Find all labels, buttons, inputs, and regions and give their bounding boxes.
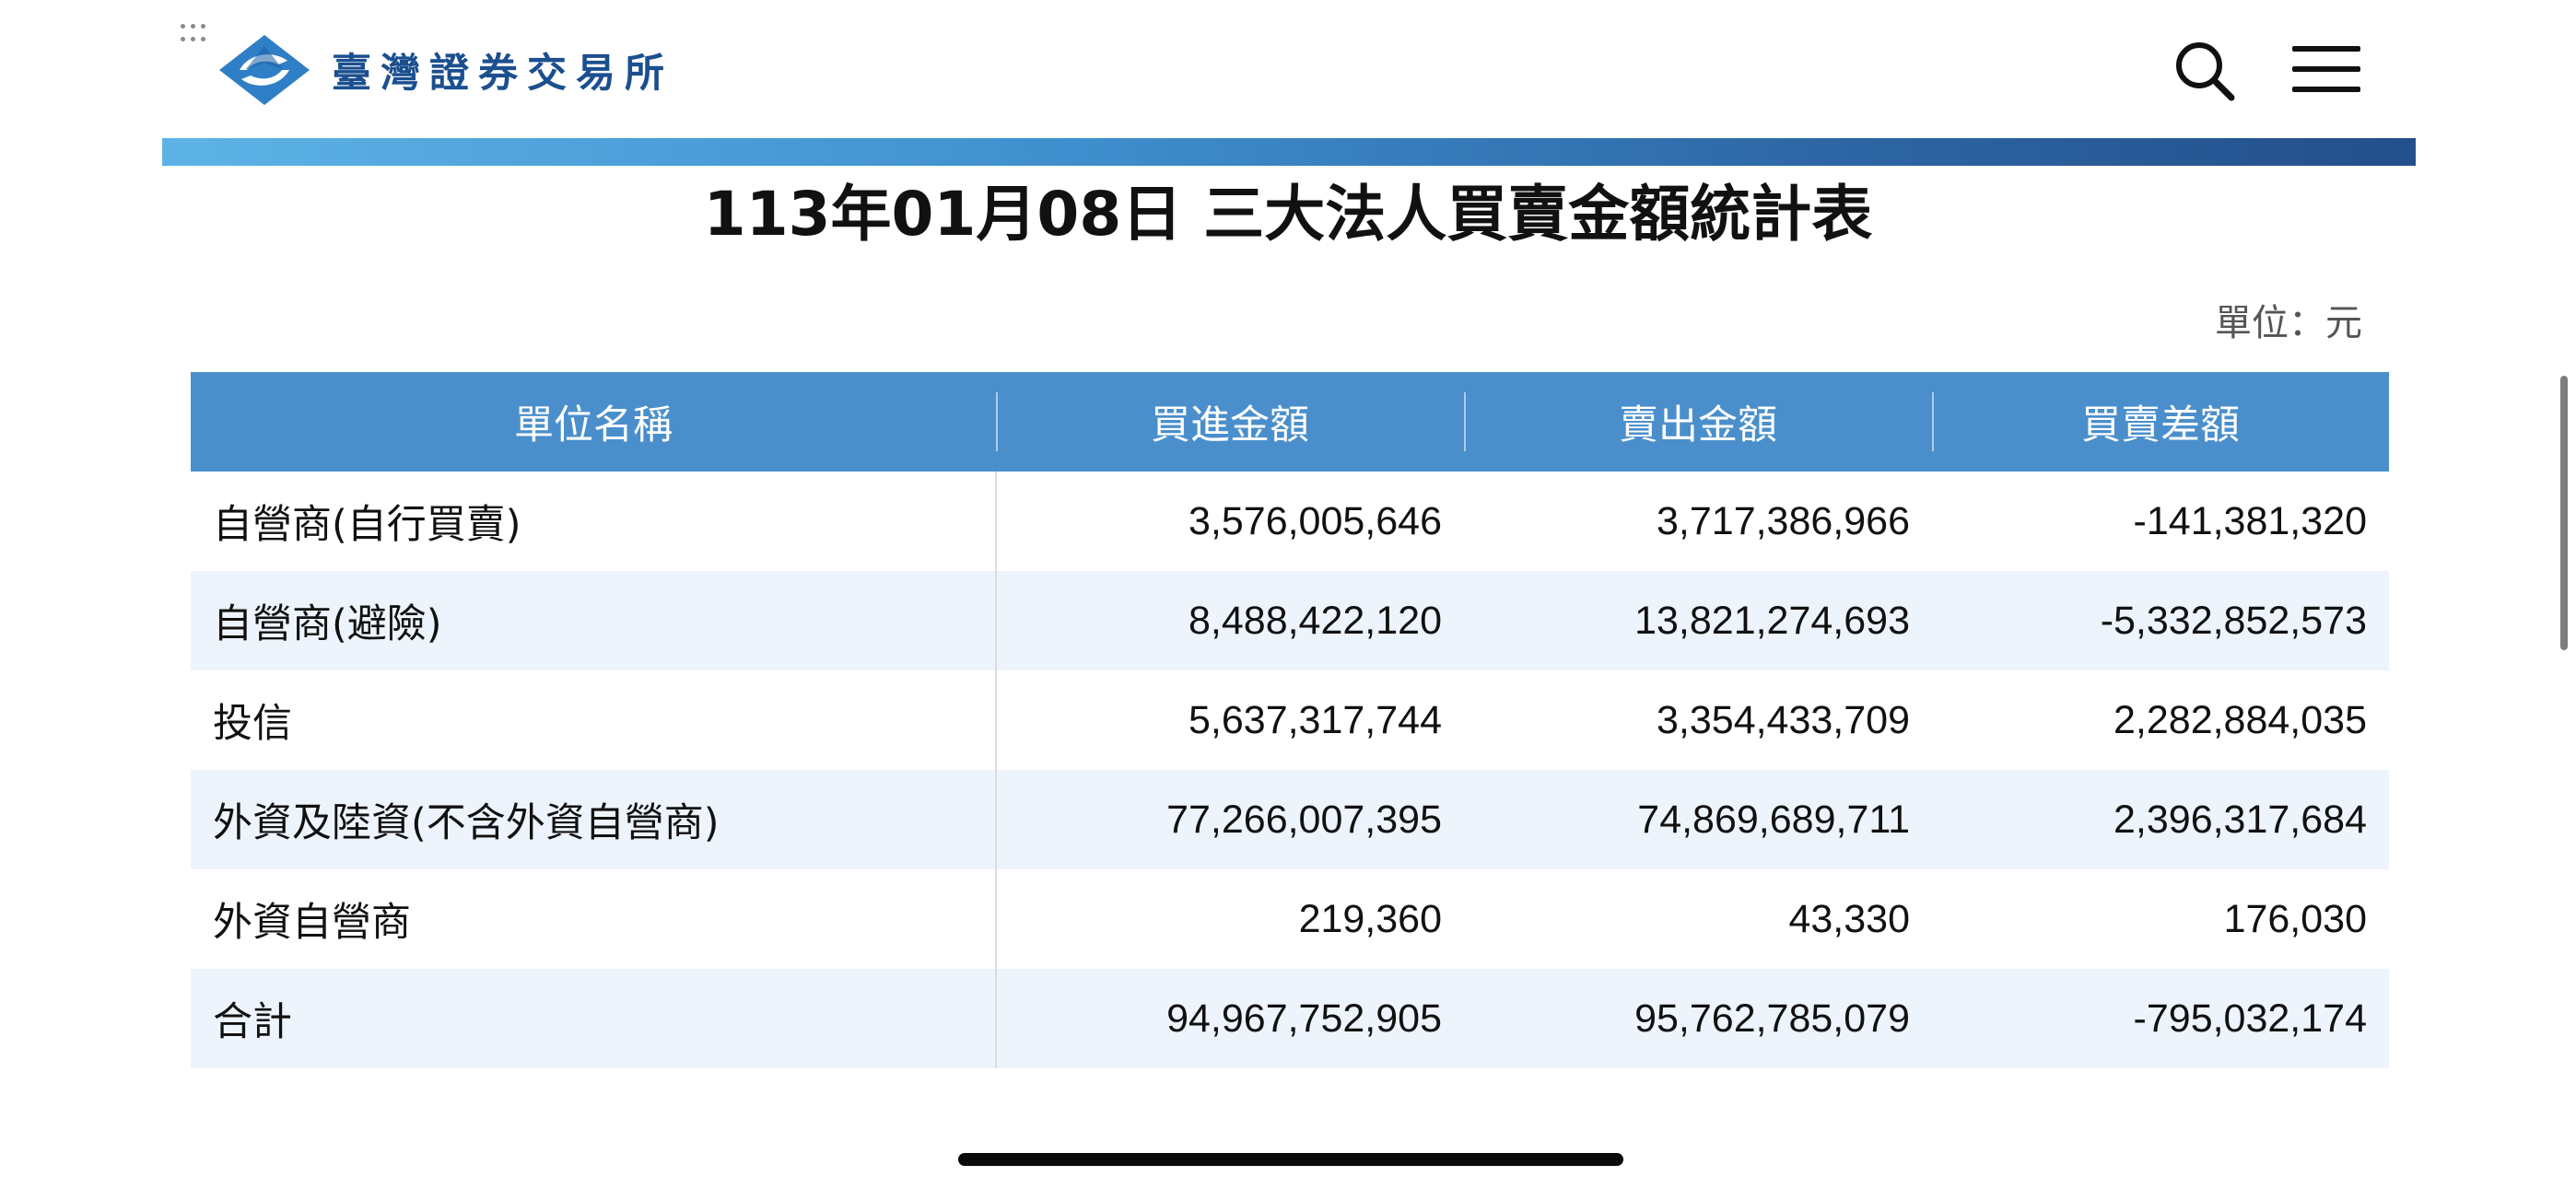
- column-header-sell: 賣出金額: [1464, 372, 1932, 472]
- row-buy-amount: 3,576,005,646: [1188, 498, 1442, 543]
- row-sell-amount: 43,330: [1788, 896, 1910, 941]
- row-buy-amount: 219,360: [1298, 896, 1442, 941]
- header-band: [162, 138, 2416, 166]
- row-diff-amount: -141,381,320: [2133, 498, 2367, 543]
- hamburger-menu-icon: [2292, 66, 2360, 72]
- row-buy-amount: 77,266,007,395: [1166, 797, 1442, 842]
- logo-text: 臺灣證券交易所: [332, 51, 673, 97]
- hamburger-menu-icon: [2292, 87, 2360, 92]
- column-header-name: 單位名稱: [514, 402, 673, 448]
- row-sell-amount: 95,762,785,079: [1634, 996, 1910, 1041]
- search-button[interactable]: [2172, 39, 2237, 103]
- site-logo[interactable]: 臺灣證券交易所: [217, 33, 673, 107]
- table-row: 自營商(自行買賣) 3,576,005,646 3,717,386,966 -1…: [191, 472, 2389, 571]
- row-buy-amount: 94,967,752,905: [1166, 996, 1442, 1041]
- row-diff-amount: 176,030: [2223, 896, 2367, 941]
- menu-button[interactable]: [2292, 44, 2360, 96]
- multitask-dots-icon[interactable]: [181, 24, 214, 48]
- table-header-row: 單位名稱 買進金額 賣出金額 買賣差額: [191, 372, 2389, 472]
- column-header-buy: 買進金額: [996, 372, 1464, 472]
- table-row-total: 合計 94,967,752,905 95,762,785,079 -795,03…: [191, 969, 2389, 1068]
- unit-label: 單位：元: [2215, 302, 2362, 344]
- search-icon: [2176, 42, 2235, 101]
- twse-logo-icon: [219, 35, 310, 105]
- row-sell-amount: 3,354,433,709: [1657, 697, 1910, 742]
- row-name: 自營商(避險): [191, 571, 997, 670]
- row-name: 合計: [191, 969, 997, 1068]
- row-diff-amount: -795,032,174: [2133, 996, 2367, 1041]
- row-buy-amount: 8,488,422,120: [1188, 598, 1442, 643]
- row-sell-amount: 74,869,689,711: [1637, 797, 1910, 842]
- row-diff-amount: -5,332,852,573: [2100, 598, 2367, 643]
- row-sell-amount: 13,821,274,693: [1634, 598, 1910, 643]
- home-indicator[interactable]: [958, 1153, 1623, 1166]
- row-diff-amount: 2,282,884,035: [2113, 697, 2367, 742]
- row-name: 外資及陸資(不含外資自營商): [191, 770, 997, 869]
- row-sell-amount: 3,717,386,966: [1657, 498, 1910, 543]
- page-title: 113年01月08日 三大法人買賣金額統計表: [703, 179, 1873, 250]
- institutional-trading-table: 單位名稱 買進金額 賣出金額 買賣差額 自營商(自行買賣) 3,576,005,…: [191, 372, 2389, 1068]
- row-diff-amount: 2,396,317,684: [2113, 797, 2367, 842]
- row-name: 自營商(自行買賣): [191, 472, 997, 571]
- table-row: 外資及陸資(不含外資自營商) 77,266,007,395 74,869,689…: [191, 770, 2389, 869]
- row-name: 外資自營商: [191, 869, 997, 969]
- row-name: 投信: [191, 670, 997, 770]
- row-buy-amount: 5,637,317,744: [1188, 697, 1442, 742]
- table-row: 投信 5,637,317,744 3,354,433,709 2,282,884…: [191, 670, 2389, 770]
- column-header-diff: 買賣差額: [1932, 372, 2389, 472]
- table-row: 外資自營商 219,360 43,330 176,030: [191, 869, 2389, 969]
- scrollbar[interactable]: [2560, 376, 2568, 650]
- hamburger-menu-icon: [2292, 46, 2360, 52]
- table-row: 自營商(避險) 8,488,422,120 13,821,274,693 -5,…: [191, 571, 2389, 670]
